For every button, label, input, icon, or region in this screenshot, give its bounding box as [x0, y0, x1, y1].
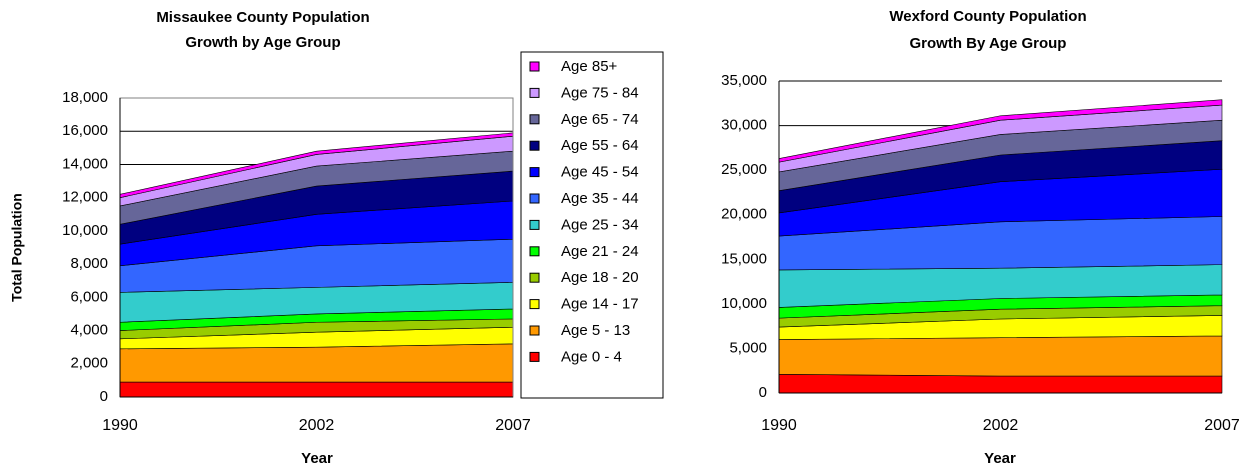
- legend-label: Age 0 - 4: [561, 348, 622, 365]
- y-tick-label: 35,000: [721, 72, 767, 89]
- legend-label: Age 35 - 44: [561, 190, 639, 207]
- y-tick-label: 0: [100, 388, 108, 405]
- legend-swatch: [529, 325, 540, 336]
- y-tick-label: 12,000: [62, 189, 108, 206]
- x-tick-label: 2002: [983, 417, 1019, 434]
- x-tick-label: 2002: [299, 417, 335, 434]
- x-axis-label: Year: [301, 450, 333, 467]
- y-tick-label: 18,000: [62, 89, 108, 106]
- chart-title: Growth By Age Group: [910, 35, 1067, 52]
- legend-label: Age 5 - 13: [561, 322, 630, 339]
- legend-label: Age 65 - 74: [561, 111, 639, 128]
- y-tick-label: 4,000: [70, 322, 108, 339]
- y-tick-label: 8,000: [70, 255, 108, 272]
- legend-swatch: [529, 114, 540, 125]
- area: [778, 373, 1223, 394]
- y-tick-label: 6,000: [70, 288, 108, 305]
- legend-box: [520, 51, 664, 399]
- y-tick-label: 0: [759, 384, 767, 401]
- x-tick-label: 1990: [761, 417, 797, 434]
- y-tick-label: 25,000: [721, 161, 767, 178]
- legend-swatch: [529, 193, 540, 204]
- y-tick-label: 30,000: [721, 117, 767, 134]
- chart-title: Wexford County Population: [889, 8, 1086, 25]
- legend-swatch: [529, 299, 540, 310]
- x-tick-label: 2007: [1204, 417, 1240, 434]
- y-axis-label: Total Population: [9, 193, 25, 302]
- legend-label: Age 18 - 20: [561, 269, 639, 286]
- legend-label: Age 55 - 64: [561, 137, 639, 154]
- x-axis-label: Year: [984, 450, 1016, 467]
- area: [119, 343, 514, 383]
- legend-swatch: [529, 140, 540, 151]
- legend-swatch: [529, 167, 540, 178]
- y-tick-label: 10,000: [62, 222, 108, 239]
- y-tick-label: 2,000: [70, 355, 108, 372]
- legend-label: Age 25 - 34: [561, 216, 639, 233]
- legend-label: Age 85+: [561, 58, 618, 75]
- legend-swatch: [529, 272, 540, 283]
- legend-label: Age 21 - 24: [561, 243, 639, 260]
- legend-label: Age 45 - 54: [561, 164, 639, 181]
- y-tick-label: 14,000: [62, 155, 108, 172]
- legend-label: Age 14 - 17: [561, 296, 639, 313]
- legend-swatch: [529, 61, 540, 72]
- y-tick-label: 10,000: [721, 295, 767, 312]
- legend-swatch: [529, 219, 540, 230]
- y-tick-label: 5,000: [729, 339, 767, 356]
- chart-title: Missaukee County Population: [156, 9, 369, 26]
- x-tick-label: 2007: [495, 417, 531, 434]
- y-tick-label: 20,000: [721, 206, 767, 223]
- area: [778, 335, 1223, 377]
- legend-swatch: [529, 87, 540, 98]
- legend-swatch: [529, 246, 540, 257]
- y-tick-label: 16,000: [62, 122, 108, 139]
- legend-label: Age 75 - 84: [561, 84, 639, 101]
- x-tick-label: 1990: [102, 417, 138, 434]
- area: [119, 381, 514, 398]
- y-tick-label: 15,000: [721, 250, 767, 267]
- legend-swatch: [529, 351, 540, 362]
- chart-title: Growth by Age Group: [185, 34, 340, 51]
